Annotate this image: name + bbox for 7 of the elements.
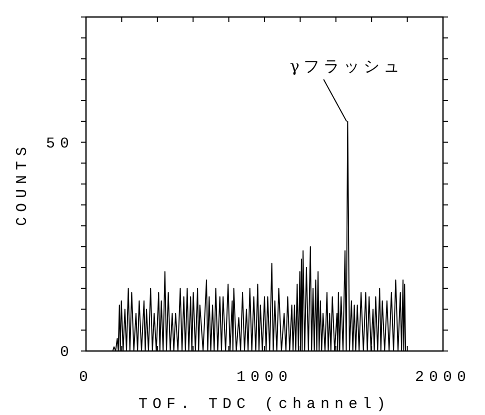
- x-tick-label: 1000: [236, 369, 293, 386]
- y-axis-title: COUNTS: [14, 142, 31, 226]
- y-tick-label: 50: [46, 135, 74, 152]
- x-tick-label: 0: [78, 369, 94, 386]
- x-axis-title: TOF. TDC (channel): [138, 396, 391, 413]
- x-tick-label: 2000: [414, 369, 472, 386]
- annotation: γフラッシュ: [290, 56, 404, 76]
